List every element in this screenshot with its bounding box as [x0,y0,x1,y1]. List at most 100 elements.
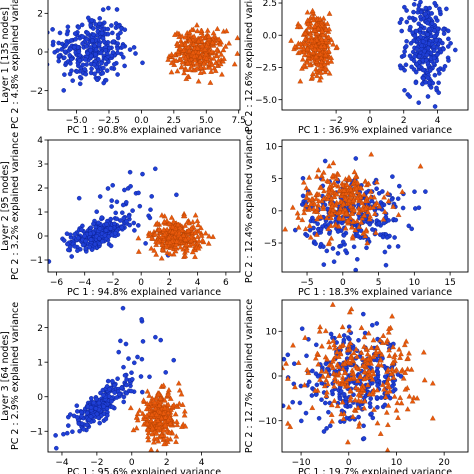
data-point-circle [400,205,406,211]
data-point-triangle [159,246,166,252]
data-point-triangle [379,381,386,387]
data-point-triangle [165,56,172,62]
data-point-circle [121,364,126,370]
x-tick-label: 0 [129,458,135,468]
data-point-triangle [349,224,355,230]
y-tick-label: 0 [37,232,43,242]
data-point-circle [124,218,129,224]
data-point-triangle [333,175,340,181]
data-point-triangle [346,359,352,365]
data-point-circle [409,226,415,232]
data-point-triangle [292,43,298,49]
axes-frame [281,0,469,111]
data-point-triangle [374,420,381,426]
data-point-circle [426,26,432,32]
data-point-triangle [306,204,313,211]
data-point-triangle [312,42,319,48]
data-point-triangle [134,414,140,420]
data-point-circle [323,361,329,367]
data-point-triangle [371,406,377,412]
data-point-circle [398,65,404,71]
data-point-triangle [161,440,168,447]
data-point-triangle [393,407,400,413]
data-point-circle [331,259,337,265]
data-point-triangle [314,72,320,78]
data-point-circle [416,53,422,59]
data-point-triangle [145,433,151,439]
data-point-triangle [389,366,395,372]
x-axis-label: PC 1 : 18.3% explained variance [298,287,452,298]
data-point-triangle [192,229,199,236]
data-point-triangle [378,357,384,363]
data-point-circle [89,18,95,23]
data-point-triangle [174,40,181,47]
data-point-circle [309,393,315,398]
data-point-triangle [194,27,201,34]
data-point-circle [425,75,431,81]
data-point-triangle [149,411,155,417]
data-point-circle [282,356,287,362]
data-point-triangle [198,224,204,231]
data-point-triangle [308,37,315,43]
data-point-circle [80,62,86,68]
data-point-triangle [304,59,310,65]
data-point-circle [70,78,75,83]
data-point-circle [100,239,105,244]
data-point-circle [418,14,423,20]
data-point-circle [93,406,99,411]
data-point-triangle [350,413,356,419]
data-point-triangle [335,379,342,385]
data-point-triangle [328,214,334,221]
data-point-triangle [319,28,326,34]
data-point-triangle [361,375,368,382]
data-point-circle [401,53,407,58]
data-point-circle [77,58,82,63]
data-point-circle [68,412,73,417]
data-point-triangle [362,205,369,211]
data-point-triangle [183,75,190,81]
data-point-circle [436,67,441,73]
y-axis-label: PC 2 : 3.2% explained variance [10,132,21,280]
data-point-circle [412,16,418,22]
x-tick-label: 0 [340,278,346,288]
data-point-triangle [326,338,332,345]
data-point-triangle [328,36,335,42]
data-point-triangle [186,47,193,54]
data-point-triangle [301,51,308,58]
data-point-circle [108,243,114,249]
data-point-triangle [361,333,368,340]
data-point-triangle [398,368,405,374]
data-point-circle [403,44,409,49]
y-tick-label: 2 [37,10,43,20]
points-group [53,305,189,452]
data-point-triangle [168,51,175,57]
data-point-triangle [140,397,147,403]
data-point-triangle [309,196,315,202]
scatter-panel-r1c2: −2 0 2 4 −5.0 −2.5 0.0 2.5 PC 1 : 36.9% explaine… [244,0,469,136]
data-point-triangle [356,423,362,429]
data-point-circle [424,52,430,58]
data-point-circle [356,414,361,420]
data-point-triangle [197,35,204,41]
data-point-circle [121,394,127,400]
data-point-triangle [330,41,337,47]
data-point-circle [57,30,63,36]
data-point-triangle [185,227,192,233]
data-point-circle [113,210,118,216]
data-point-triangle [352,173,359,180]
data-point-circle [313,241,318,247]
data-point-triangle [160,382,167,388]
data-point-circle [79,22,85,28]
data-point-triangle [312,355,319,361]
data-point-circle [374,321,380,326]
data-point-circle [409,64,414,70]
data-point-triangle [333,191,340,197]
data-point-circle [107,45,112,51]
data-point-triangle [307,31,314,37]
data-point-triangle [145,426,151,433]
data-point-circle [425,45,431,51]
data-point-circle [103,227,109,233]
data-point-circle [416,6,421,12]
data-point-circle [347,336,352,342]
data-point-circle [140,339,146,344]
